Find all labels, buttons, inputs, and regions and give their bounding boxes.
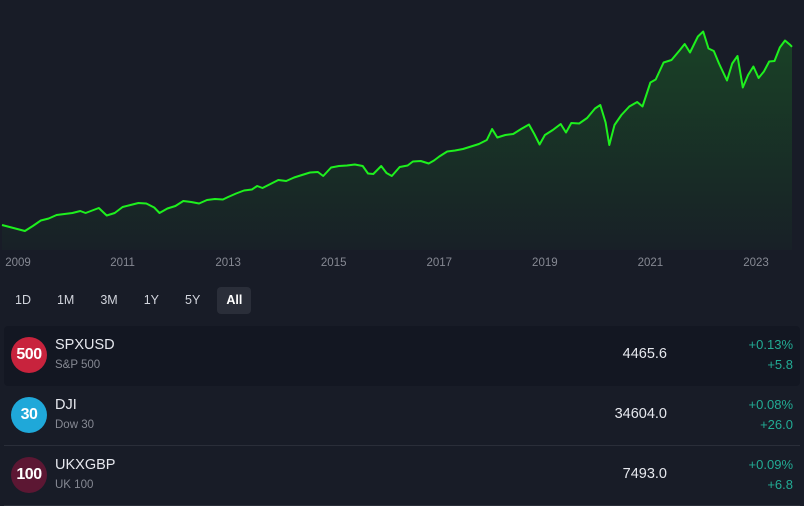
x-tick-label: 2011 <box>110 257 135 269</box>
x-tick-label: 2015 <box>320 257 347 269</box>
ticker-change-absolute: +26.0 <box>760 417 793 432</box>
ticker-badge-icon: 100 <box>11 457 47 493</box>
x-tick-label: 2013 <box>215 257 241 269</box>
ticker-price: 7493.0 <box>622 466 667 482</box>
range-tab-1m[interactable]: 1M <box>56 293 75 307</box>
ticker-change-absolute: +5.8 <box>767 357 793 372</box>
ticker-symbol: SPXUSD <box>55 337 115 353</box>
chart-line <box>1 30 793 232</box>
ticker-name: S&P 500 <box>55 359 101 371</box>
ticker-badge-icon: 500 <box>11 337 47 373</box>
x-tick-label: 2021 <box>637 257 664 269</box>
chart-area-fill <box>2 31 792 250</box>
ticker-change-percent: +0.09% <box>748 457 793 472</box>
ticker-change-percent: +0.13% <box>748 337 793 352</box>
x-tick-label: 2019 <box>532 257 558 269</box>
range-tab-all[interactable]: All <box>217 287 252 314</box>
ticker-name: Dow 30 <box>55 419 94 431</box>
ticker-name: UK 100 <box>55 479 94 491</box>
ticker-row-dji[interactable]: 30 DJI Dow 30 34604.0 +0.08% +26.0 <box>4 386 800 446</box>
ticker-badge-icon: 30 <box>11 397 47 433</box>
ticker-symbol: UKXGBP <box>55 457 116 473</box>
price-chart[interactable]: 2009 2011 2013 2015 2017 2019 2021 2023 <box>0 0 804 280</box>
range-tab-5y[interactable]: 5Y <box>185 293 201 307</box>
ticker-change-percent: +0.08% <box>748 397 793 412</box>
ticker-change-absolute: +6.8 <box>767 477 793 492</box>
x-tick-label: 2017 <box>426 257 453 269</box>
ticker-row-ukxgbp[interactable]: 100 UKXGBP UK 100 7493.0 +0.09% +6.8 <box>4 446 800 506</box>
ticker-price: 4465.6 <box>622 346 667 362</box>
range-tab-3m[interactable]: 3M <box>100 293 118 307</box>
range-tab-1y[interactable]: 1Y <box>143 293 160 307</box>
ticker-price: 34604.0 <box>614 406 667 422</box>
range-tabs: 1D 1M 3M 1Y 5Y All <box>6 287 259 314</box>
ticker-row-spxusd[interactable]: 500 SPXUSD S&P 500 4465.6 +0.13% +5.8 <box>4 326 800 386</box>
x-tick-label: 2023 <box>743 257 769 269</box>
range-tab-1d[interactable]: 1D <box>15 293 31 307</box>
ticker-symbol: DJI <box>55 397 77 413</box>
chart-svg <box>1 30 793 250</box>
ticker-list: 500 SPXUSD S&P 500 4465.6 +0.13% +5.8 30… <box>4 326 800 506</box>
x-tick-label: 2009 <box>5 257 31 269</box>
